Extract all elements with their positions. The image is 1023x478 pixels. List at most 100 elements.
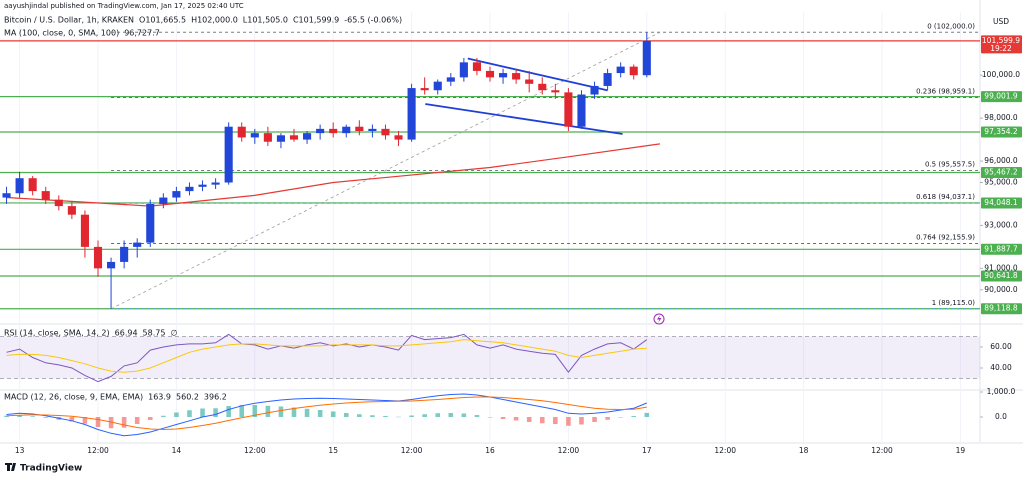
candle-body: [133, 242, 142, 247]
histogram-bar: [43, 417, 49, 418]
histogram-bar: [226, 406, 231, 417]
rsi-band: [0, 336, 980, 379]
y-tick-label: 90,000.0: [984, 285, 1018, 294]
indicator-title: MACD (12, 26, close, 9, EMA, EMA): [4, 393, 143, 402]
ma-legend: MA (100, close, 0, SMA, 100): [4, 29, 119, 38]
x-tick-label: 18: [799, 446, 809, 455]
histogram-bar: [147, 417, 153, 420]
candle-body: [342, 126, 351, 134]
candle-body: [499, 73, 508, 78]
price-label-box: [981, 91, 1022, 103]
histogram-bar: [4, 415, 9, 417]
fib-label: 1 (89,115.0): [932, 299, 976, 307]
x-tick-label: 12:00: [558, 446, 580, 455]
histogram-bar: [383, 416, 388, 417]
histogram-bar: [304, 408, 310, 417]
histogram-bar: [239, 405, 245, 417]
histogram-bar: [161, 415, 166, 417]
candle-body: [93, 246, 103, 269]
fib-label: 0.764 (92,155.9): [916, 234, 975, 242]
y-tick-label: 0.0: [995, 412, 1007, 421]
histogram-bar: [343, 413, 349, 417]
price-label: 101,599.9: [982, 36, 1020, 45]
candle-body: [603, 73, 612, 86]
histogram-bar: [174, 412, 179, 417]
candle-body: [355, 126, 364, 132]
candle-body: [394, 135, 403, 140]
candle-body: [590, 85, 599, 95]
histogram-bar: [200, 408, 205, 417]
price-label-box: [981, 270, 1022, 282]
candle-body: [15, 178, 24, 194]
histogram-bar: [553, 417, 558, 424]
candle-body: [525, 79, 534, 84]
y-tick-label: 40.00: [990, 363, 1012, 372]
candle-body: [263, 133, 272, 142]
x-tick-label: 13: [15, 446, 25, 455]
histogram-bar: [30, 416, 35, 417]
histogram-bar: [108, 417, 114, 429]
candle-body: [512, 73, 521, 80]
fib-label: 0.236 (98,959.1): [916, 88, 975, 96]
fib-label: 0 (102,000.0): [927, 22, 975, 30]
x-tick-label: 16: [485, 446, 495, 455]
price-label: 97,354.2: [984, 127, 1018, 136]
histogram-bar: [631, 416, 637, 417]
price-label: 95,467.2: [984, 167, 1018, 176]
histogram-bar: [461, 413, 467, 417]
candle-body: [629, 66, 638, 76]
candle-body: [172, 191, 181, 198]
candle-body: [2, 193, 11, 198]
histogram-bar: [435, 413, 441, 417]
price-label: 94,048.1: [984, 198, 1018, 207]
candle-body: [211, 182, 220, 185]
histogram-bar: [487, 417, 493, 418]
price-label-box: [981, 166, 1022, 178]
candle-body: [564, 92, 573, 127]
trend-line: [110, 31, 661, 310]
indicator-line: [6, 333, 648, 383]
price-label-box: [981, 126, 1022, 138]
histogram-bar: [69, 417, 75, 422]
histogram-bar: [592, 417, 597, 422]
price-label-box: [981, 197, 1022, 209]
candle-body: [224, 126, 233, 183]
price-label: 91,887.7: [984, 244, 1018, 253]
histogram-bar: [330, 411, 336, 417]
candle-body: [237, 126, 246, 138]
trend-line: [467, 57, 608, 92]
indicator-title: RSI (14, close, SMA, 14, 2): [4, 329, 110, 338]
indicator-line: [6, 393, 647, 437]
indicator-line: [6, 396, 647, 431]
histogram-bar: [448, 413, 454, 417]
candle-body: [28, 178, 37, 192]
candle-body: [276, 135, 285, 142]
countdown: 19:22: [990, 44, 1012, 53]
indicator-value: ∅: [170, 329, 177, 338]
candle-body: [303, 133, 312, 140]
x-tick-label: 12:00: [714, 446, 736, 455]
publisher: aayushjindal published on TradingView.co…: [4, 2, 244, 10]
y-tick-label: 100,000.0: [982, 70, 1020, 79]
fib-label: 0.5 (95,557.5): [925, 161, 975, 169]
histogram-bar: [396, 416, 401, 418]
candle-body: [107, 261, 116, 269]
fib-label: 0.618 (94,037.1): [916, 193, 975, 201]
price-label: 89,118.8: [984, 304, 1018, 313]
candle-body: [41, 191, 50, 200]
candle-body: [250, 133, 259, 138]
y-tick-label: 91,000.0: [984, 263, 1018, 272]
candle-body: [459, 62, 468, 78]
histogram-bar: [422, 414, 427, 417]
candle-body: [316, 128, 325, 134]
histogram-bar: [317, 410, 323, 417]
candle-body: [329, 128, 338, 134]
trend-line: [425, 103, 623, 135]
candle-body: [420, 88, 429, 91]
histogram-bar: [579, 417, 584, 425]
indicator-line: [6, 339, 647, 373]
candle-body: [577, 94, 586, 127]
histogram-bar: [644, 412, 650, 417]
indicator-value: 163.9: [148, 393, 171, 402]
indicator-value: 58.75: [143, 329, 166, 338]
